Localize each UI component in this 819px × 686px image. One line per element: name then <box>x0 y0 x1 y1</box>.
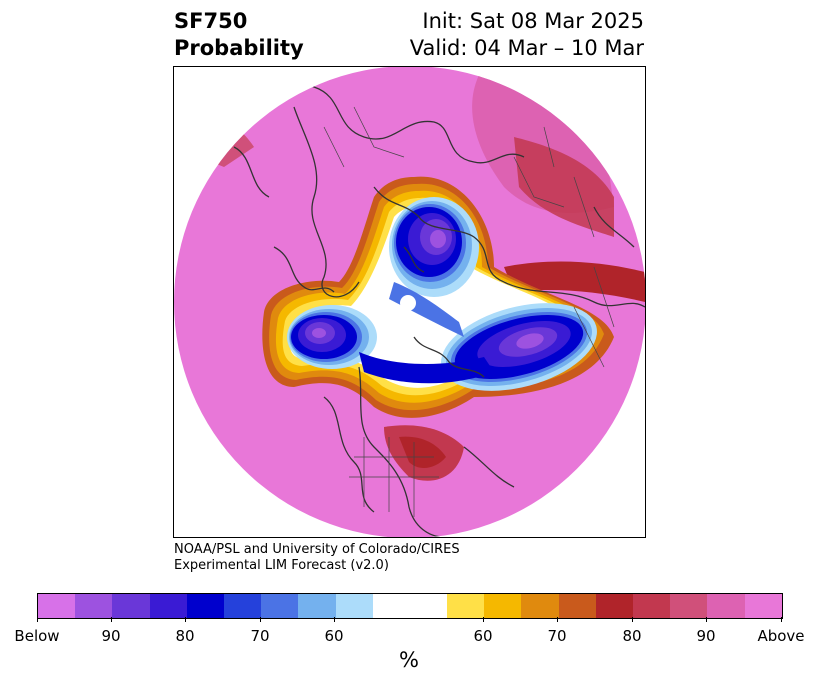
pole-hole <box>400 295 416 311</box>
colorbar-segment <box>186 594 224 618</box>
colorbar-tick-label: 70 <box>547 627 567 645</box>
polar-bridge <box>359 352 494 384</box>
colorbar-tick <box>334 617 335 622</box>
colorbar-unit: % <box>399 648 419 672</box>
colorbar-tick-label: 80 <box>175 627 195 645</box>
colorbar-segment <box>447 594 485 618</box>
coastlines <box>233 76 645 537</box>
lobe-north-atlantic <box>389 197 479 297</box>
product-title: Probability <box>174 36 304 60</box>
colorbar-tick-label: 80 <box>622 627 642 645</box>
colorbar-segment <box>633 594 671 618</box>
variable-title: SF750 <box>174 9 248 33</box>
colorbar-tick <box>483 617 484 622</box>
borders <box>323 106 615 517</box>
colorbar-segment <box>298 594 336 618</box>
colorbar <box>37 593 783 619</box>
colorbar-segment <box>484 594 522 618</box>
colorbar-segment <box>223 594 262 618</box>
title-right: Init: Sat 08 Mar 2025 Valid: 04 Mar – 10… <box>410 8 644 62</box>
colorbar-segment <box>707 594 745 618</box>
colorbar-tick-label: 70 <box>250 627 270 645</box>
colorbar-segment <box>149 594 187 618</box>
colorbar-segment <box>38 594 76 618</box>
colorbar-tick <box>111 617 112 622</box>
colorbar-segment <box>112 594 150 618</box>
init-date: Init: Sat 08 Mar 2025 <box>422 9 644 33</box>
lobe-pacific <box>287 305 377 369</box>
colorbar-tick-label: Below <box>14 627 60 645</box>
colorbar-segment <box>744 594 782 618</box>
colorbar-tick <box>632 617 633 622</box>
colorbar-segment <box>558 594 596 618</box>
valid-range: Valid: 04 Mar – 10 Mar <box>409 36 644 60</box>
colorbar-tick-label: 90 <box>101 627 121 645</box>
credit-text: NOAA/PSL and University of Colorado/CIRE… <box>174 542 460 574</box>
colorbar-tick <box>706 617 707 622</box>
colorbar-tick <box>781 617 782 622</box>
colorbar-tick-label: 60 <box>473 627 493 645</box>
probability-map <box>174 67 645 537</box>
colorbar-tick-label: 90 <box>696 627 716 645</box>
colorbar-segment <box>372 594 448 618</box>
colorbar-segment <box>595 594 634 618</box>
field-above-80-east <box>504 261 645 302</box>
colorbar-tick <box>557 617 558 622</box>
colorbar-segment <box>335 594 373 618</box>
colorbar-segment <box>670 594 708 618</box>
title-left: SF750 Probability <box>174 8 304 62</box>
colorbar-tick-label: 60 <box>324 627 344 645</box>
colorbar-segment <box>261 594 299 618</box>
colorbar-segment <box>521 594 559 618</box>
credit-line-2: Experimental LIM Forecast (v2.0) <box>174 558 389 573</box>
field-above-70-us <box>399 436 446 469</box>
credit-line-1: NOAA/PSL and University of Colorado/CIRE… <box>174 542 460 557</box>
colorbar-tick <box>185 617 186 622</box>
colorbar-tick-label: Above <box>757 627 805 645</box>
colorbar-tick <box>260 617 261 622</box>
map-panel <box>173 66 646 538</box>
colorbar-tick <box>37 617 38 622</box>
field-above-80 <box>514 137 614 237</box>
colorbar-segment <box>75 594 113 618</box>
